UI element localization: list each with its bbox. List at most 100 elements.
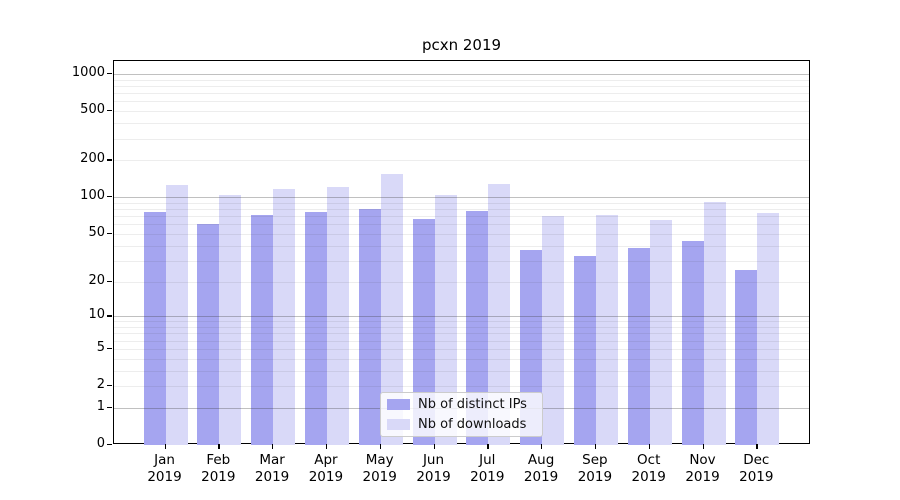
y-tick-label: 0	[96, 436, 105, 451]
minor-gridline	[114, 233, 809, 235]
minor-gridline	[114, 138, 809, 140]
gridlines-layer	[114, 61, 809, 443]
bar-oct-downloads	[649, 220, 672, 445]
bar-jan-downloads	[165, 184, 188, 445]
y-tick-label: 5	[96, 339, 105, 355]
bar-nov-downloads	[703, 202, 726, 445]
x-tick-mark	[756, 444, 758, 449]
y-tick-mark	[107, 406, 112, 409]
x-tick-label-jan: Jan 2019	[147, 452, 182, 485]
x-tick-label-jun: Jun 2019	[416, 452, 451, 485]
bar-jan-distinct-ips	[143, 212, 166, 445]
minor-gridline	[114, 111, 809, 113]
bar-apr-downloads	[326, 187, 349, 445]
x-tick-label-feb: Feb 2019	[201, 452, 236, 485]
x-tick-label-jul: Jul 2019	[470, 452, 505, 485]
major-gridline	[114, 197, 809, 199]
minor-gridline	[114, 321, 809, 323]
legend-label: Nb of distinct IPs	[418, 397, 527, 412]
x-tick-label-mar: Mar 2019	[254, 452, 290, 485]
x-tick-mark	[541, 444, 543, 449]
minor-gridline	[114, 260, 809, 262]
bar-jul-downloads	[488, 183, 511, 445]
x-tick-label-apr: Apr 2019	[308, 452, 344, 485]
minor-gridline	[114, 79, 809, 81]
minor-gridline	[114, 370, 809, 372]
minor-gridline	[114, 160, 809, 162]
bar-feb-downloads	[219, 195, 242, 445]
bar-dec-distinct-ips	[735, 270, 758, 445]
bar-mar-distinct-ips	[251, 214, 274, 445]
minor-gridline	[114, 340, 809, 342]
x-tick-mark	[325, 444, 328, 449]
minor-gridline	[114, 348, 809, 350]
bars-layer	[114, 61, 809, 445]
y-tick-mark	[107, 232, 112, 235]
y-tick-mark	[107, 347, 112, 350]
legend-item-distinct-ips: Nb of distinct IPs	[387, 397, 542, 412]
x-tick-mark	[218, 444, 220, 449]
bar-jun-distinct-ips	[412, 219, 435, 445]
y-tick-mark	[107, 73, 112, 75]
y-tick-label: 50	[88, 224, 105, 240]
x-tick-mark	[487, 444, 489, 449]
bar-feb-distinct-ips	[197, 224, 220, 445]
minor-gridline	[114, 86, 809, 87]
y-tick-label: 10	[88, 307, 105, 323]
major-gridline	[114, 316, 809, 318]
x-tick-label-dec: Dec 2019	[739, 452, 774, 485]
bar-apr-distinct-ips	[304, 212, 327, 445]
bar-may-distinct-ips	[358, 209, 381, 445]
y-tick-mark	[107, 385, 112, 387]
y-tick-mark	[107, 444, 112, 446]
minor-gridline	[114, 101, 809, 103]
major-gridline	[114, 74, 809, 76]
x-tick-mark	[433, 444, 435, 449]
x-tick-mark	[164, 444, 166, 449]
chart-title: pcxn 2019	[421, 36, 502, 54]
y-tick-mark	[107, 110, 112, 112]
legend-label: Nb of downloads	[418, 417, 527, 432]
y-tick-label: 20	[88, 272, 105, 288]
minor-gridline	[114, 93, 809, 95]
minor-gridline	[114, 386, 809, 387]
minor-gridline	[114, 281, 809, 283]
distinct-ips-swatch	[387, 399, 410, 410]
y-tick-label: 1000	[71, 65, 105, 81]
y-tick-label: 100	[80, 188, 105, 204]
y-tick-mark	[107, 196, 112, 198]
minor-gridline	[114, 202, 809, 204]
y-tick-label: 500	[80, 102, 105, 118]
x-tick-label-oct: Oct 2019	[631, 452, 666, 485]
y-tick-label: 2	[96, 377, 105, 392]
downloads-swatch	[387, 419, 410, 430]
x-tick-mark	[594, 444, 597, 449]
x-tick-mark	[272, 444, 274, 449]
x-tick-label-aug: Aug 2019	[523, 452, 559, 485]
bar-nov-distinct-ips	[681, 240, 704, 445]
bar-sep-distinct-ips	[573, 255, 596, 445]
y-tick-label: 200	[80, 151, 105, 167]
bar-dec-downloads	[757, 213, 780, 445]
x-tick-label-nov: Nov 2019	[685, 452, 720, 485]
minor-gridline	[114, 123, 809, 125]
x-tick-mark	[702, 444, 704, 449]
x-tick-mark	[648, 444, 650, 449]
y-tick-label: 1	[96, 398, 105, 414]
legend-item-downloads: Nb of downloads	[387, 417, 542, 432]
minor-gridline	[114, 209, 809, 211]
minor-gridline	[114, 327, 809, 329]
bar-aug-downloads	[542, 216, 565, 445]
minor-gridline	[114, 245, 809, 247]
bar-sep-downloads	[595, 214, 618, 445]
x-tick-label-may: May 2019	[362, 452, 397, 485]
plot-area	[113, 60, 810, 445]
bar-mar-downloads	[273, 188, 296, 445]
bar-jul-distinct-ips	[466, 211, 489, 445]
x-tick-mark	[379, 444, 381, 449]
y-tick-mark	[107, 280, 112, 282]
minor-gridline	[114, 333, 809, 335]
bar-oct-distinct-ips	[627, 248, 650, 445]
minor-gridline	[114, 224, 809, 226]
